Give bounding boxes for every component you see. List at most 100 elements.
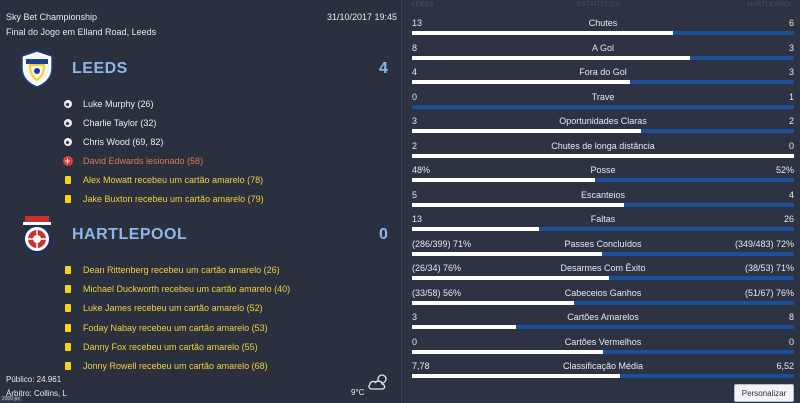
- competition-name[interactable]: Sky Bet Championship: [6, 12, 98, 22]
- event-text[interactable]: Michael Duckworth recebeu um cartão amar…: [83, 284, 291, 295]
- referee-text[interactable]: Árbitro: Collins, L: [6, 389, 67, 398]
- stat-label: Escanteios: [580, 189, 626, 200]
- yellow-card-icon: [62, 341, 73, 352]
- stat-comparison-bar: [412, 251, 794, 256]
- yellow-card-icon: [62, 265, 73, 276]
- stat-away-value: 4: [788, 189, 794, 200]
- goal-ball-icon: [62, 137, 73, 148]
- stat-home-share-fill: [412, 202, 625, 207]
- event-text[interactable]: Charlie Taylor (32): [83, 118, 157, 128]
- stat-home-value: (26/34) 76%: [412, 263, 462, 273]
- home-team-score: 4: [379, 60, 388, 77]
- stat-home-share-fill: [412, 129, 642, 133]
- home-event-row: Chris Wood (69, 82): [62, 135, 163, 149]
- stat-comparison-bar: [412, 178, 794, 182]
- home-event-row: Luke Murphy (26): [62, 97, 154, 111]
- stat-home-share-fill: [412, 349, 603, 354]
- stat-home-value: 7,78: [412, 361, 430, 371]
- stat-home-value: (33/58) 56%: [412, 287, 462, 298]
- stat-label: Chutes: [588, 18, 618, 28]
- stat-home-value: 13: [412, 18, 423, 28]
- stat-comparison-bar: [412, 202, 794, 207]
- corner-tag: 2000 px: [0, 396, 22, 402]
- stat-home-value: 4: [412, 67, 418, 77]
- home-event-row: Alex Mowatt recebeu um cartão amarelo (7…: [62, 173, 263, 187]
- stat-home-value: 3: [412, 116, 418, 126]
- stat-away-value: 6: [788, 18, 794, 28]
- stat-away-value: 1: [788, 91, 794, 102]
- stat-away-value: 0: [788, 336, 794, 347]
- stat-label: Faltas: [590, 214, 616, 224]
- home-event-row: + David Edwards lesionado (58): [62, 154, 203, 168]
- stat-comparison-bar: [412, 153, 794, 158]
- stat-home-share-fill: [412, 251, 602, 256]
- stat-home-share-fill: [412, 227, 540, 231]
- event-text[interactable]: Alex Mowatt recebeu um cartão amarelo (7…: [83, 175, 264, 185]
- stat-comparison-bar: [412, 276, 794, 280]
- stat-comparison-bar: [412, 129, 794, 133]
- event-text[interactable]: Danny Fox recebeu um cartão amarelo (55): [83, 341, 258, 352]
- injury-cross-icon: +: [62, 156, 73, 167]
- event-text[interactable]: Luke James recebeu um cartão amarelo (52…: [83, 303, 263, 314]
- leeds-crest-icon[interactable]: [20, 50, 54, 88]
- stat-label: Classificação Média: [562, 361, 644, 371]
- stat-home-share-fill: [412, 55, 690, 60]
- personalize-button[interactable]: Personalizar: [734, 384, 794, 402]
- stat-home-value: (286/399) 71%: [412, 238, 472, 249]
- stat-home-share-fill: [412, 374, 620, 378]
- stat-home-value: 5: [412, 189, 418, 200]
- yellow-card-icon: [62, 322, 73, 333]
- hartlepool-crest-icon[interactable]: [18, 214, 56, 254]
- match-summary-panel: Sky Bet Championship 31/10/2017 19:45 Fi…: [0, 0, 401, 403]
- stat-label: Fora do Gol: [579, 67, 627, 77]
- stat-home-value: 8: [412, 42, 418, 53]
- event-text[interactable]: Chris Wood (69, 82): [83, 137, 164, 147]
- stat-label: Posse: [590, 165, 616, 175]
- away-event-row: Dean Rittenberg recebeu um cartão amarel…: [62, 263, 280, 277]
- goal-ball-icon: [62, 118, 73, 129]
- stat-away-value: 8: [788, 312, 794, 322]
- event-text[interactable]: Luke Murphy (26): [83, 99, 154, 109]
- stat-home-value: 13: [412, 214, 423, 224]
- event-text[interactable]: David Edwards lesionado (58): [83, 156, 204, 166]
- stat-label: Oportunidades Claras: [559, 116, 647, 126]
- yellow-card-icon: [62, 303, 73, 314]
- yellow-card-icon: [62, 175, 73, 186]
- stat-away-value: 3: [788, 67, 794, 77]
- stats-header-home: LEEDS: [412, 2, 435, 8]
- stat-away-value: 3: [788, 42, 794, 53]
- event-text[interactable]: Jake Buxton recebeu um cartão amarelo (7…: [83, 194, 264, 204]
- stat-label: Trave: [591, 91, 615, 102]
- partly-cloudy-icon: [368, 374, 387, 390]
- match-subtitle: Final do Jogo em Elland Road, Leeds: [6, 27, 157, 37]
- home-event-row: Jake Buxton recebeu um cartão amarelo (7…: [62, 192, 264, 206]
- stat-away-value: 52%: [775, 165, 794, 175]
- stat-home-share-fill: [412, 153, 794, 158]
- away-team-score: 0: [379, 226, 388, 243]
- match-stats-panel: LEEDS ESTATÍSTICA HARTLEPOOL 13 Chutes 6 8 A…: [401, 0, 800, 403]
- home-team-name[interactable]: LEEDS: [72, 60, 128, 77]
- temperature-text: 9°C: [351, 388, 365, 397]
- event-text[interactable]: Foday Nabay recebeu um cartão amarelo (5…: [83, 322, 268, 333]
- away-team-name[interactable]: HARTLEPOOL: [72, 226, 188, 243]
- stat-label: Chutes de longa distância: [551, 140, 655, 151]
- stat-away-value: 0: [788, 140, 794, 151]
- stat-label: Cabeceios Ganhos: [564, 287, 642, 298]
- stat-comparison-bar: [412, 227, 794, 231]
- stat-comparison-bar: [412, 55, 794, 60]
- event-text[interactable]: Jonny Rowell recebeu um cartão amarelo (…: [83, 361, 268, 371]
- away-event-row: Danny Fox recebeu um cartão amarelo (55): [62, 340, 258, 354]
- stats-header-away: HARTLEPOOL: [747, 2, 793, 8]
- away-event-row: Michael Duckworth recebeu um cartão amar…: [62, 282, 290, 296]
- stat-away-value: (38/53) 71%: [744, 263, 794, 273]
- stat-label: Cartões Vermelhos: [564, 336, 642, 347]
- event-text[interactable]: Dean Rittenberg recebeu um cartão amarel…: [83, 265, 280, 275]
- stat-comparison-bar: [412, 31, 794, 35]
- stat-away-value: (51/67) 76%: [744, 287, 794, 298]
- stat-away-value: 6,52: [776, 361, 794, 371]
- yellow-card-icon: [62, 361, 73, 372]
- stat-home-share-fill: [412, 276, 610, 280]
- stat-home-value: 2: [412, 140, 418, 151]
- stat-comparison-bar: [412, 104, 794, 109]
- stat-comparison-bar: [412, 374, 794, 378]
